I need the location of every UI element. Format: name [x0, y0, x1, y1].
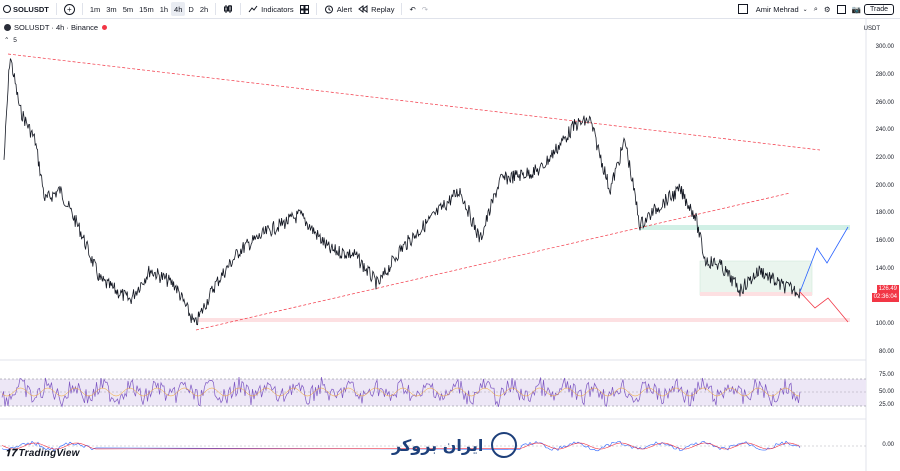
compare-button[interactable]: + — [61, 2, 78, 16]
interval-15m[interactable]: 15m — [139, 4, 154, 14]
trade-button[interactable]: Trade — [863, 3, 894, 15]
divider — [215, 3, 217, 15]
rsi-band — [0, 379, 866, 406]
symbol-search[interactable]: SOLUSDT — [0, 2, 52, 16]
interval-1h[interactable]: 1h — [159, 4, 169, 14]
price-tick: 300.00 — [875, 44, 894, 50]
price-tick: 100.00 — [875, 321, 894, 327]
tv-logo-icon: 𝟏𝟕 — [5, 448, 17, 459]
camera-icon: 📷 — [851, 4, 861, 14]
snapshot-button[interactable]: 📷 — [849, 2, 864, 16]
interval-1d[interactable]: D — [188, 4, 194, 14]
support-zone — [198, 318, 850, 322]
range-bottom-zone — [700, 292, 812, 296]
plus-icon: + — [63, 3, 75, 15]
grid-icon — [299, 4, 309, 14]
rsi-tick: 75.00 — [878, 372, 894, 378]
price-tick: 80.00 — [878, 349, 894, 355]
iranbroker-watermark: ایران بروکر — [392, 432, 518, 458]
price-tick: 160.00 — [875, 238, 894, 244]
redo-button[interactable]: ↷ — [419, 2, 431, 16]
interval-2h[interactable]: 2h — [199, 4, 209, 14]
divider — [240, 3, 242, 15]
price-tick: 140.00 — [875, 266, 894, 272]
chart-legend[interactable]: SOLUSDT · 4h · Binance — [4, 23, 108, 32]
tradingview-logo[interactable]: 𝟏𝟕 TradingView — [5, 448, 80, 459]
price-tick: 220.00 — [875, 155, 894, 161]
fullscreen-button[interactable] — [834, 2, 849, 16]
candles-icon — [224, 5, 233, 13]
divider — [401, 3, 403, 15]
chart-canvas[interactable] — [0, 19, 900, 471]
interval-5m[interactable]: 5m — [122, 4, 134, 14]
descending-trendline — [7, 53, 821, 151]
interval-3m[interactable]: 3m — [106, 4, 117, 14]
alarm-clock-icon — [324, 5, 333, 14]
macd-signal-line — [1, 442, 801, 450]
indicator-toggle[interactable]: ⌃ 5 — [4, 36, 17, 44]
search-icon: ⌕ — [813, 4, 818, 13]
resistance-zone — [640, 225, 850, 230]
top-toolbar: SOLUSDT + 1m 3m 5m 15m 1h 4h D 2h Indica… — [0, 0, 900, 19]
checkbox-icon — [737, 4, 748, 14]
replay-label: Replay — [371, 4, 395, 14]
quick-search-button[interactable]: ⌕ — [811, 2, 821, 16]
price-candles — [3, 58, 801, 326]
rewind-icon — [358, 5, 368, 13]
current-price-tag: 126.49 — [876, 285, 899, 294]
rsi-tick: 25.00 — [878, 402, 894, 408]
chevron-up-icon: ⌃ — [4, 37, 10, 44]
redo-icon: ↷ — [421, 4, 429, 14]
indicators-button[interactable]: Indicators — [245, 2, 297, 16]
price-tick: 260.00 — [875, 100, 894, 106]
price-tick: 180.00 — [875, 210, 894, 216]
indicators-label: Indicators — [261, 4, 294, 14]
rsi-ma-line — [1, 387, 801, 397]
chevron-down-icon: ⌄ — [802, 6, 808, 13]
watermark-text: ایران بروکر — [392, 435, 484, 455]
layouts-button[interactable] — [297, 2, 312, 16]
price-tick: 280.00 — [875, 72, 894, 78]
currency-label: USDT — [863, 26, 880, 32]
macd-tick: 0.00 — [882, 442, 894, 448]
replay-button[interactable]: Replay — [355, 2, 397, 16]
interval-4h[interactable]: 4h — [171, 2, 186, 16]
bullish-projection — [799, 226, 849, 293]
tradingview-text: TradingView — [18, 448, 80, 459]
divider — [81, 3, 83, 15]
ascending-trendline — [195, 192, 791, 331]
divider — [315, 3, 317, 15]
gear-icon: ⚙ — [823, 4, 831, 14]
indicator-count: 5 — [13, 37, 17, 44]
macd-line — [1, 440, 801, 452]
legend-title: SOLUSDT · 4h · Binance — [14, 23, 99, 32]
alert-label: Alert — [336, 4, 353, 14]
symbol-label: SOLUSDT — [13, 4, 49, 14]
undo-button[interactable]: ↶ — [406, 2, 418, 16]
interval-1m[interactable]: 1m — [89, 4, 101, 14]
user-name: Amir Mehrad — [755, 4, 799, 14]
search-icon — [3, 5, 11, 13]
divider — [55, 3, 57, 15]
chart-arrow-icon — [491, 432, 518, 458]
price-tick: 240.00 — [875, 127, 894, 133]
alert-button[interactable]: Alert — [321, 2, 355, 16]
price-tick: 200.00 — [875, 183, 894, 189]
symbol-logo-icon — [4, 24, 11, 31]
indicators-icon — [248, 5, 258, 13]
live-dot-icon — [102, 25, 108, 30]
rsi-tick: 50.00 — [878, 389, 894, 395]
fullscreen-icon — [836, 4, 846, 14]
bar-countdown: 02:36:04 — [871, 293, 899, 302]
layout-menu[interactable]: Amir Mehrad ⌄ — [735, 2, 811, 16]
settings-button[interactable]: ⚙ — [821, 2, 834, 16]
undo-icon: ↶ — [409, 4, 416, 14]
bearish-projection — [799, 291, 849, 323]
chart-type-button[interactable] — [220, 2, 236, 16]
